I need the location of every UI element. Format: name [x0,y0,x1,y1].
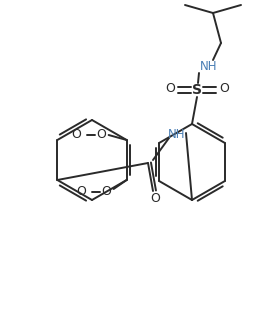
Text: S: S [192,83,202,97]
Text: O: O [150,192,160,206]
Text: O: O [219,82,229,95]
Text: O: O [102,184,112,197]
Text: NH: NH [200,59,218,73]
Text: O: O [97,127,107,141]
Text: O: O [77,184,87,197]
Text: O: O [165,82,175,95]
Text: O: O [72,127,82,141]
Text: NH: NH [168,128,186,142]
